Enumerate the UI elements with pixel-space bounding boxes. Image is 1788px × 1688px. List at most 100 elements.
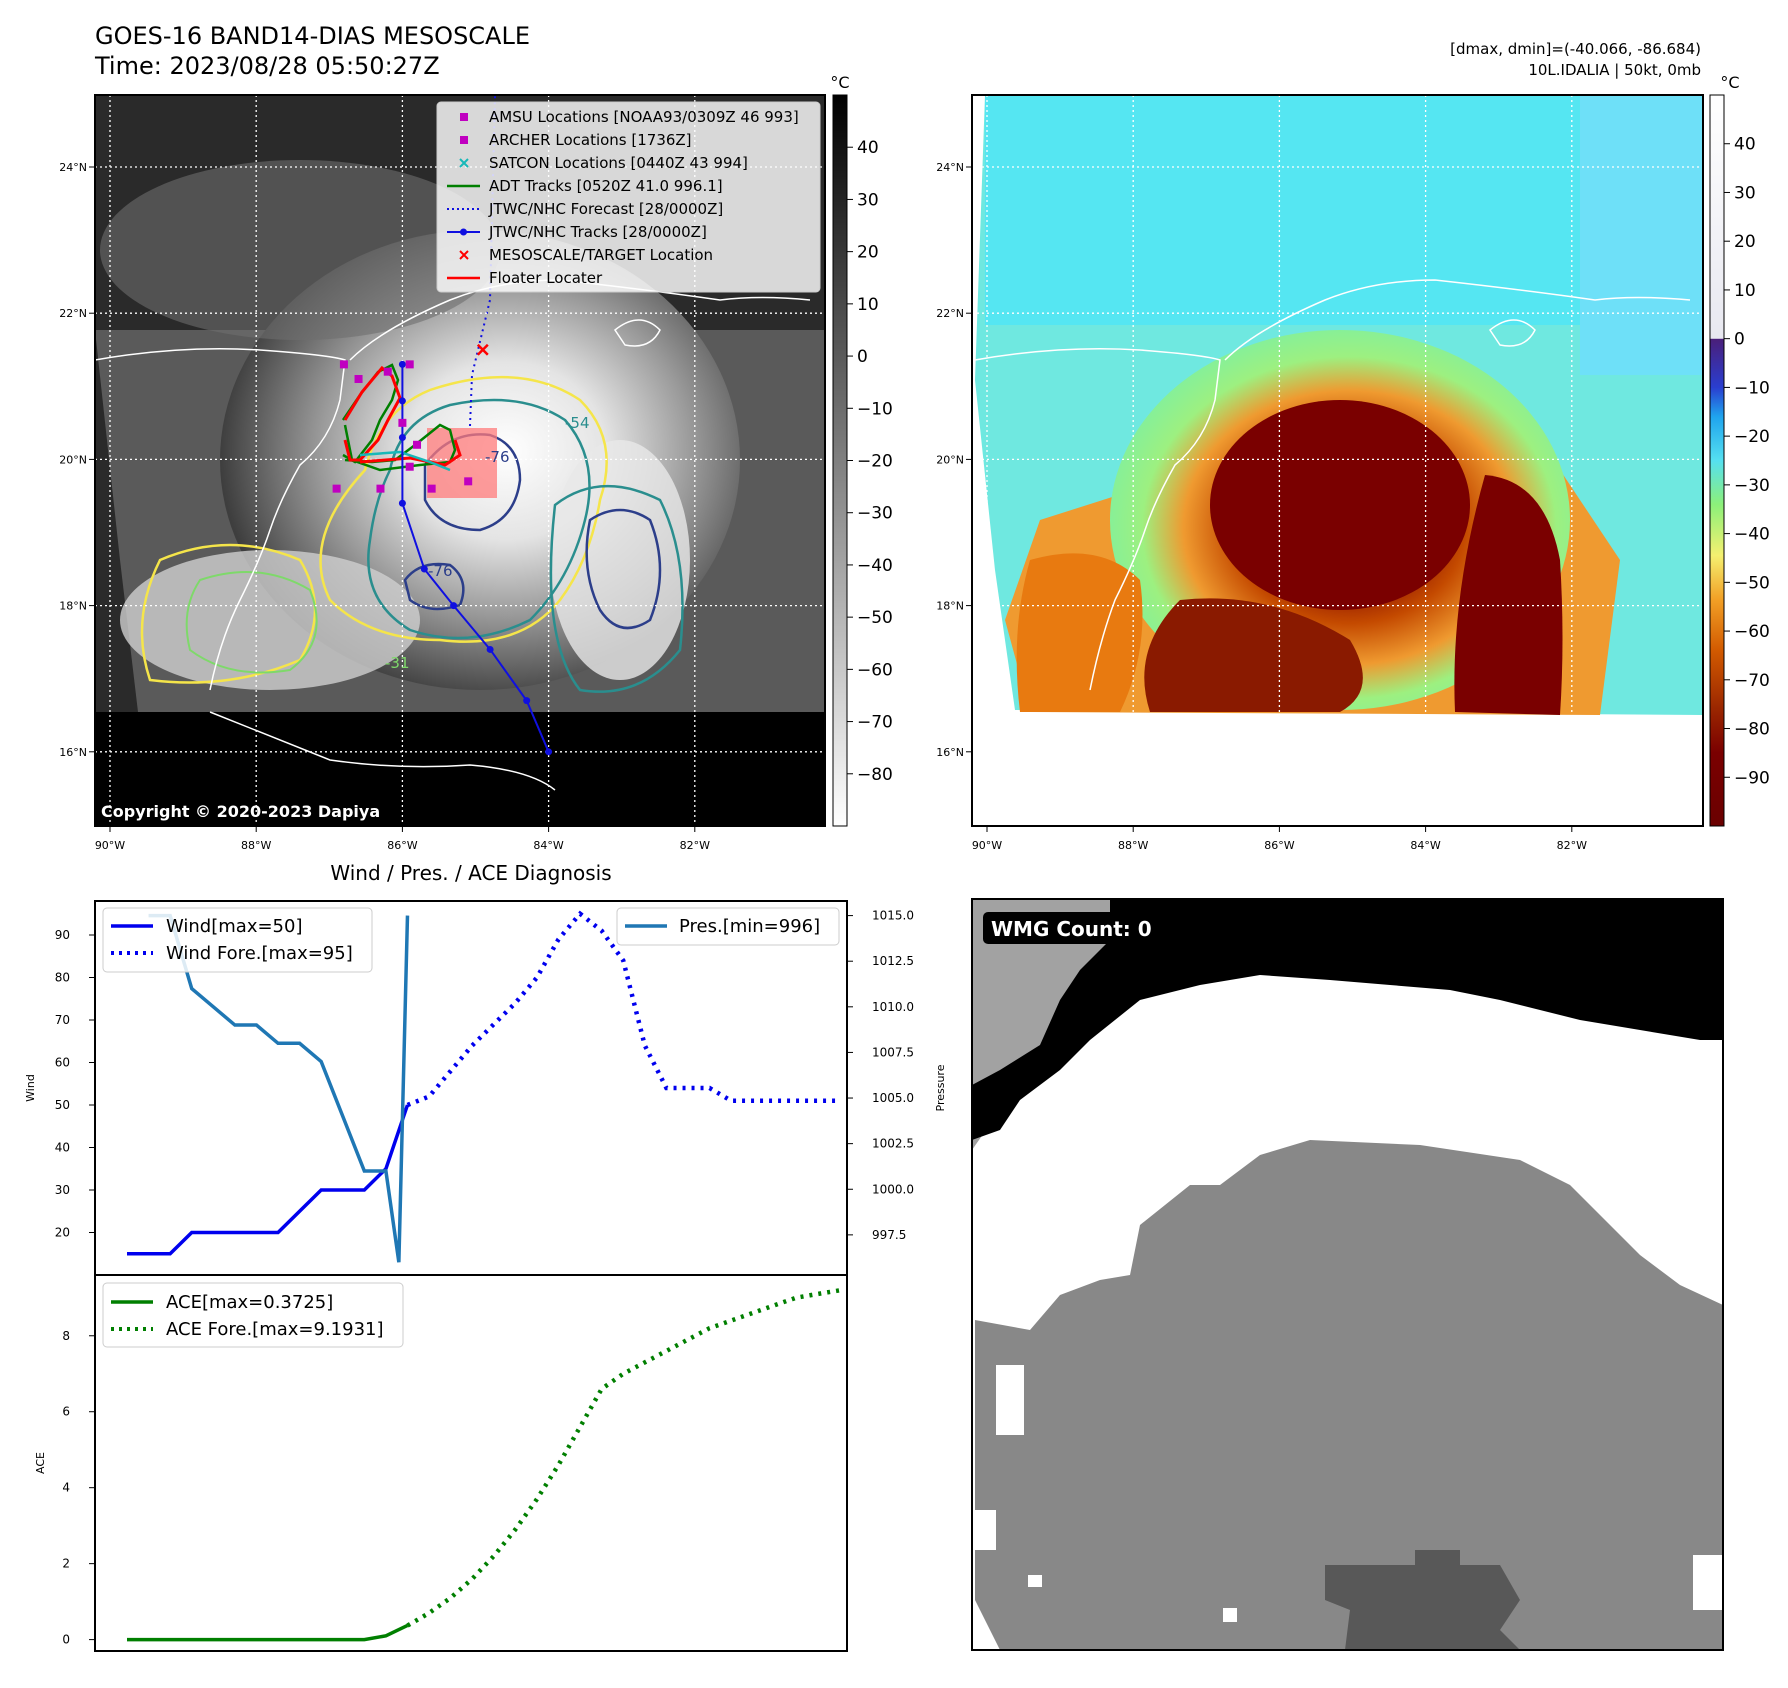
colorbar-tick-label-8: −40 — [857, 556, 893, 576]
ir-legend-item-7-label: Floater Locater — [489, 269, 603, 287]
lon-tick-label-1: 88°W — [1118, 839, 1148, 852]
pres-ytick-label-6: 1012.5 — [872, 954, 914, 968]
wmg-white-patch-2 — [972, 1510, 996, 1550]
ir-legend-item-6-label: MESOSCALE/TARGET Location — [489, 246, 713, 264]
contour-label-4: -31 — [385, 654, 410, 672]
jtwc-track-point-5 — [398, 499, 406, 507]
jtwc-track-point-6 — [398, 433, 406, 441]
lat-tick-label-4: 16°N — [59, 746, 87, 759]
colorbar-tick-label-1: 30 — [857, 190, 879, 210]
ir-legend-item-0-label: AMSU Locations [NOAA93/0309Z 46 993] — [489, 108, 799, 126]
ace-legend-box — [102, 1282, 404, 1348]
color-colorbar-ticks: 40 30 20 10 0 −10 −20 −30 −40 −50 −60 −70 −80 −90 — [1724, 135, 1770, 788]
jtwc-track-point-8 — [398, 360, 406, 368]
amsu-point-4 — [398, 418, 407, 427]
wmg-gray-region — [975, 1140, 1723, 1650]
colorbar-tick-label-2: 20 — [1734, 232, 1756, 252]
wmg-white-patch-5 — [1693, 1555, 1723, 1610]
pres-ytick-label-1: 1000.0 — [872, 1182, 914, 1196]
color-imagery — [974, 95, 1703, 715]
ace-ytick-label-1: 2 — [62, 1557, 70, 1571]
wind-ytick-label-0: 20 — [55, 1226, 70, 1240]
ir-legend-item-4-label: JTWC/NHC Forecast [28/0000Z] — [488, 200, 723, 218]
ir-map-frame — [94, 94, 826, 827]
target-location-marker — [476, 343, 489, 356]
color-map-panel: °C 403020100−10−20−30−40−50−60−70−80−90 … — [936, 73, 1770, 852]
amsu-point-6 — [405, 462, 414, 471]
colorbar-tick-label-3: 10 — [857, 295, 879, 315]
page-title: GOES-16 BAND14-DIAS MESOSCALE — [95, 22, 530, 50]
ir-tracks — [332, 343, 553, 756]
ace-legend-label: ACE[max=0.3725] — [166, 1292, 333, 1313]
satcon-track — [359, 450, 451, 472]
colorbar-tick-label-8: −40 — [1734, 525, 1770, 545]
lon-tick-label-4: 82°W — [1557, 839, 1587, 852]
pres-ytick-label-5: 1010.0 — [872, 1000, 914, 1014]
lon-tick-label-0: 90°W — [95, 839, 125, 852]
lat-tick-label-0: 24°N — [936, 161, 964, 174]
wind-series-1 — [406, 910, 839, 1108]
wind-chart-title: Wind / Pres. / ACE Diagnosis — [330, 861, 611, 885]
lon-tick-label-2: 86°W — [387, 839, 417, 852]
ir-legend-item-1-label: ARCHER Locations [1736Z] — [489, 131, 692, 149]
lat-tick-label-1: 22°N — [59, 307, 87, 320]
ir-legend-box — [436, 101, 821, 293]
ir-map-panel: -54 -76 -76 -31 Copyright © 2020-2023 Da… — [59, 73, 893, 852]
contour-label-1: -54 — [565, 414, 590, 432]
colorbar-tick-label-13: −90 — [1734, 768, 1770, 788]
color-axis-ticks: 90°W 88°W 86°W 84°W 82°W 24°N 22°N 20°N 18°N 16°N — [936, 161, 1587, 852]
wind-ytick-label-1: 30 — [55, 1183, 70, 1197]
amsu-point-7 — [427, 484, 436, 493]
ir-colorbar — [832, 94, 848, 827]
wind-ytick-label-7: 90 — [55, 928, 70, 942]
colorbar-tick-label-9: −50 — [857, 608, 893, 628]
ace-legend: ACE[max=0.3725] ACE Fore.[max=9.1931] — [102, 1282, 404, 1348]
amsu-point-8 — [376, 484, 385, 493]
ir-legend-item-3-label: ADT Tracks [0520Z 41.0 996.1] — [489, 177, 723, 195]
pres-ytick-label-0: 997.5 — [872, 1228, 906, 1242]
ir-legend-item-5-swatch-dot — [460, 228, 467, 236]
wind-ytick-label-5: 70 — [55, 1013, 70, 1027]
colorbar-tick-label-1: 30 — [1734, 183, 1756, 203]
ace-ytick-label-3: 6 — [62, 1405, 70, 1419]
wmg-dark-gray-region — [1325, 1550, 1520, 1650]
colorbar-tick-label-10: −60 — [857, 660, 893, 680]
wind-ytick-label-4: 60 — [55, 1056, 70, 1070]
wmg-white-patch-3 — [1028, 1575, 1042, 1587]
ace-ytick-label-0: 0 — [62, 1633, 70, 1647]
colorbar-tick-label-11: −70 — [1734, 671, 1770, 691]
wind-legend-box — [102, 907, 373, 973]
ace-series-1 — [406, 1288, 840, 1628]
wind-ylabel: Wind — [24, 1074, 37, 1102]
lat-tick-label-3: 18°N — [936, 600, 964, 613]
lon-tick-label-2: 86°W — [1264, 839, 1294, 852]
lat-tick-label-2: 20°N — [59, 453, 87, 466]
ace-series-0 — [127, 1623, 409, 1642]
wind-series-2 — [148, 913, 410, 1263]
colorbar-tick-label-12: −80 — [1734, 720, 1770, 740]
ace-ytick-label-4: 8 — [62, 1329, 70, 1343]
amsu-point-5 — [413, 440, 422, 449]
amsu-point-2 — [405, 360, 414, 369]
jtwc-track-point-4 — [420, 565, 428, 573]
pres-ytick-label-7: 1015.0 — [872, 909, 914, 923]
wind-fore-legend-label: Wind Fore.[max=95] — [166, 943, 353, 964]
pres-ytick-label-3: 1005.0 — [872, 1091, 914, 1105]
time-label: Time: 2023/08/28 05:50:27Z — [94, 52, 440, 80]
ir-legend-item-2-swatch — [459, 158, 469, 168]
ir-colorbar-ticks: 40 30 20 10 0 −10 −20 −30 −40 −50 −60 −70 −80 — [847, 138, 893, 785]
ir-colorbar-unit: °C — [830, 73, 849, 92]
ace-ylabel: ACE — [34, 1452, 47, 1474]
lon-tick-label-1: 88°W — [241, 839, 271, 852]
ir-legend-item-6-swatch — [459, 250, 469, 260]
colorbar-tick-label-4: 0 — [857, 347, 868, 367]
wind-ytick-label-2: 40 — [55, 1141, 70, 1155]
floater-track — [343, 365, 402, 462]
amsu-point-3 — [383, 367, 392, 376]
amsu-point-10 — [464, 477, 473, 486]
wind-pres-chart: 20 30 40 50 60 70 80 90 997.5 1000.0 1002.5 1005.0 1… — [24, 900, 947, 1276]
pres-legend: Pres.[min=996] — [616, 907, 840, 946]
jtwc-track-point-3 — [450, 602, 458, 610]
wind-series-0 — [127, 1104, 410, 1256]
lon-tick-label-3: 84°W — [533, 839, 563, 852]
